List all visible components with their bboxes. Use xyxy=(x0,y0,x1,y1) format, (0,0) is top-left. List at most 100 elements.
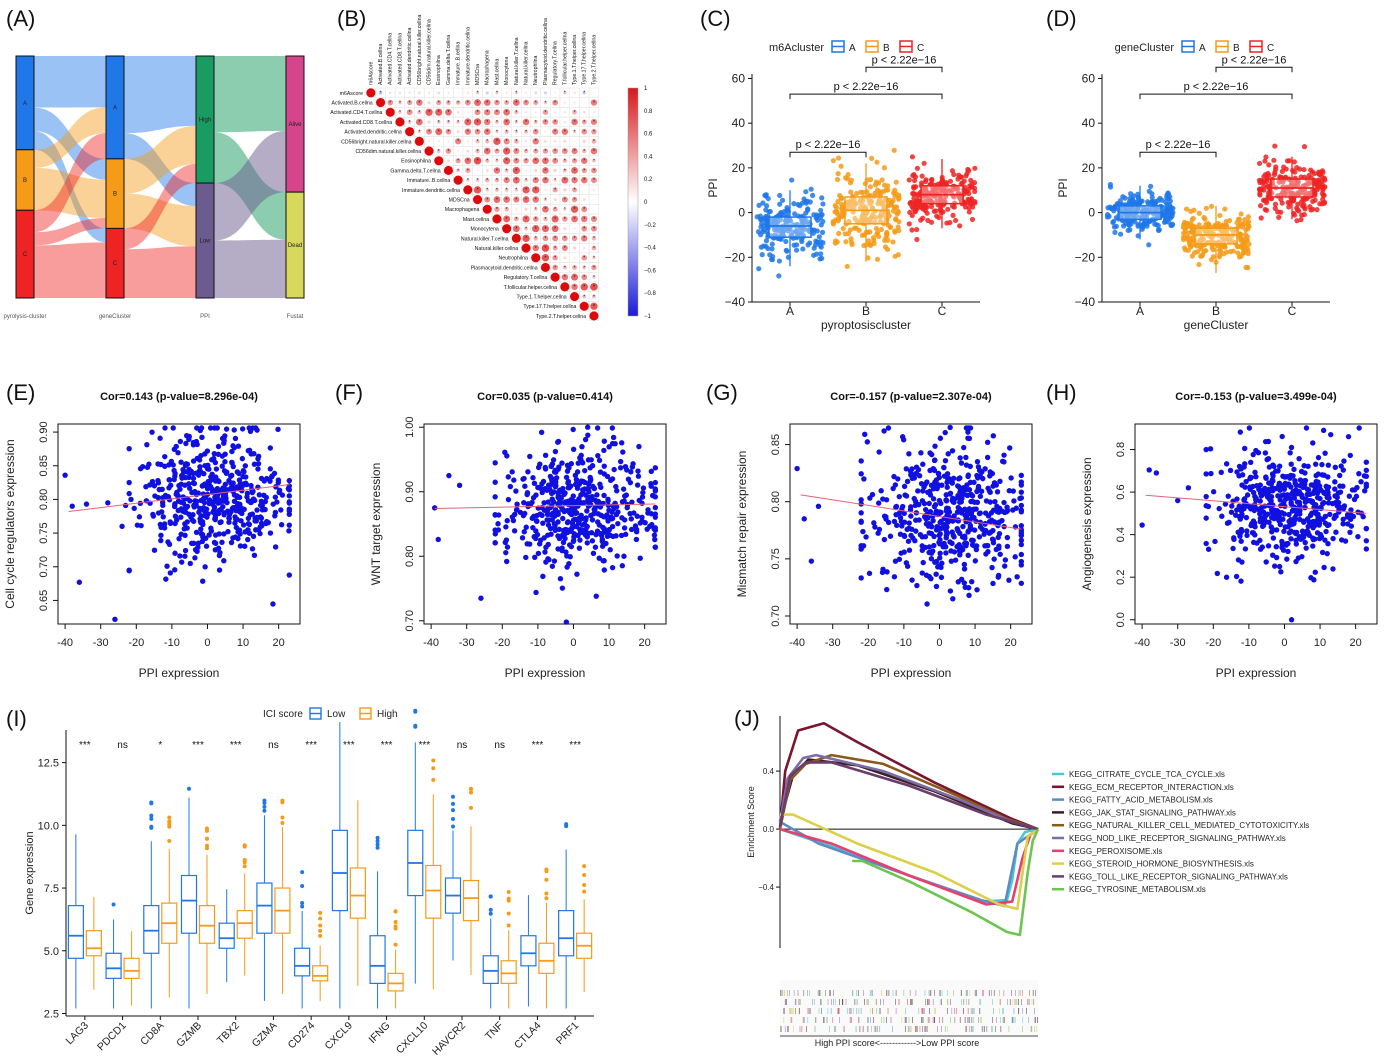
jitter-point xyxy=(1201,248,1207,254)
chart-title: Cor=0.035 (p-value=0.414) xyxy=(477,391,613,403)
comparison-bracket xyxy=(789,151,867,158)
heatmap-mark xyxy=(551,225,559,233)
jitter-point xyxy=(769,257,776,263)
heatmap-mark xyxy=(552,99,559,106)
heatmap-row-label: Mast.cellna xyxy=(463,217,489,223)
scatter-point xyxy=(158,532,164,538)
heatmap-significance: * xyxy=(593,120,595,126)
significance-label: *** xyxy=(79,740,91,751)
heatmap-mark xyxy=(543,197,548,202)
heatmap-mark xyxy=(512,166,520,175)
scatter-point xyxy=(190,475,197,482)
x-tick-label: A xyxy=(786,304,794,318)
scatter-point xyxy=(1234,469,1240,475)
heatmap-significance: * xyxy=(525,100,527,106)
heatmap-significance: * xyxy=(496,129,498,135)
jitter-point xyxy=(1271,157,1277,163)
outlier-point xyxy=(451,801,455,806)
jitter-point xyxy=(1279,200,1285,206)
x-tick-label: 10 xyxy=(969,637,981,649)
heatmap-mark xyxy=(581,119,587,125)
heatmap-mark xyxy=(494,148,500,154)
x-tick-label: -30 xyxy=(93,637,109,649)
legend-label: KEGG_ECM_RECEPTOR_INTERACTION.xls xyxy=(1069,783,1234,792)
scatter-point xyxy=(267,466,274,472)
heatmap-mark xyxy=(494,99,500,106)
scatter-point xyxy=(1146,467,1152,473)
heatmap-mark xyxy=(514,129,519,134)
heatmap-mark xyxy=(406,109,413,116)
jitter-point xyxy=(756,266,762,272)
y-axis-label: PPI xyxy=(1056,178,1070,197)
heatmap-significance: * xyxy=(477,188,479,194)
heatmap-col-label: Natural.killer.cellna xyxy=(524,41,530,85)
scatter-point xyxy=(555,533,561,539)
jitter-point xyxy=(1272,201,1279,207)
heatmap-mark xyxy=(534,91,538,95)
scatter-point xyxy=(896,556,903,563)
scatter-point xyxy=(1270,535,1277,541)
jitter-point xyxy=(807,199,813,205)
heatmap-mark xyxy=(525,169,527,172)
scatter-point xyxy=(635,468,641,474)
jitter-point xyxy=(1209,245,1215,251)
heatmap-mark xyxy=(513,196,520,203)
outlier-point xyxy=(375,839,380,844)
scatter-point xyxy=(1303,496,1309,502)
x-tick-label: -40 xyxy=(423,637,439,649)
scatter-point xyxy=(199,531,206,538)
heatmap-significance: * xyxy=(486,100,488,106)
heatmap-mark xyxy=(464,157,472,165)
heatmap-significance: * xyxy=(535,217,537,223)
jitter-point xyxy=(1111,208,1117,214)
scatter-point xyxy=(530,524,536,531)
jitter-point xyxy=(1216,247,1223,253)
heatmap-mark xyxy=(524,226,528,231)
heatmap-significance: * xyxy=(583,275,585,281)
heatmap-significance: * xyxy=(564,168,566,174)
heatmap-row-label: Natural.killer.T.cellna xyxy=(461,236,509,242)
heatmap-mark xyxy=(494,187,499,192)
heatmap-significance: * xyxy=(574,197,576,203)
scatter-point xyxy=(1001,452,1007,458)
scatter-point xyxy=(867,495,873,501)
heatmap-significance: * xyxy=(574,178,576,184)
heatmap-significance: * xyxy=(583,168,585,174)
legend-label: KEGG_STEROID_HORMONE_BIOSYNTHESIS.xls xyxy=(1069,860,1254,869)
jitter-point xyxy=(876,233,882,240)
heatmap-significance: * xyxy=(535,139,537,145)
heatmap-significance: * xyxy=(544,159,546,165)
heatmap-mark xyxy=(589,311,599,321)
heatmap-mark xyxy=(544,140,547,143)
scatter-point xyxy=(995,574,1001,580)
scatter-point xyxy=(542,452,549,458)
sankey-node xyxy=(195,182,215,299)
heatmap-mark xyxy=(366,88,376,98)
outlier-point xyxy=(451,808,455,813)
outlier-point xyxy=(393,920,398,925)
heatmap-mark xyxy=(563,188,567,192)
scatter-point xyxy=(913,464,920,470)
sankey-axis-label: pyrolysis-cluster xyxy=(3,314,46,320)
scatter-point xyxy=(549,490,556,496)
scatter-point xyxy=(503,524,509,530)
scatter-point xyxy=(1305,463,1311,470)
heatmap-mark xyxy=(581,128,588,135)
jitter-point xyxy=(884,232,890,238)
scatter-point xyxy=(637,555,643,561)
scatter-point xyxy=(956,542,962,548)
box xyxy=(312,965,329,982)
y-tick-label: 0.4 xyxy=(1115,527,1127,542)
scatter-point xyxy=(1346,493,1353,499)
sankey-node-label: A xyxy=(113,105,117,111)
scatter-point xyxy=(150,513,157,519)
jitter-point xyxy=(1155,198,1161,204)
scatter-point xyxy=(1293,537,1299,543)
outlier-point xyxy=(300,904,305,909)
scatter-point xyxy=(560,515,566,522)
scatter-point xyxy=(1205,546,1212,552)
box xyxy=(558,910,575,957)
heatmap-significance: * xyxy=(496,178,498,184)
jitter-point xyxy=(1322,184,1328,190)
scatter-point xyxy=(1271,463,1277,469)
